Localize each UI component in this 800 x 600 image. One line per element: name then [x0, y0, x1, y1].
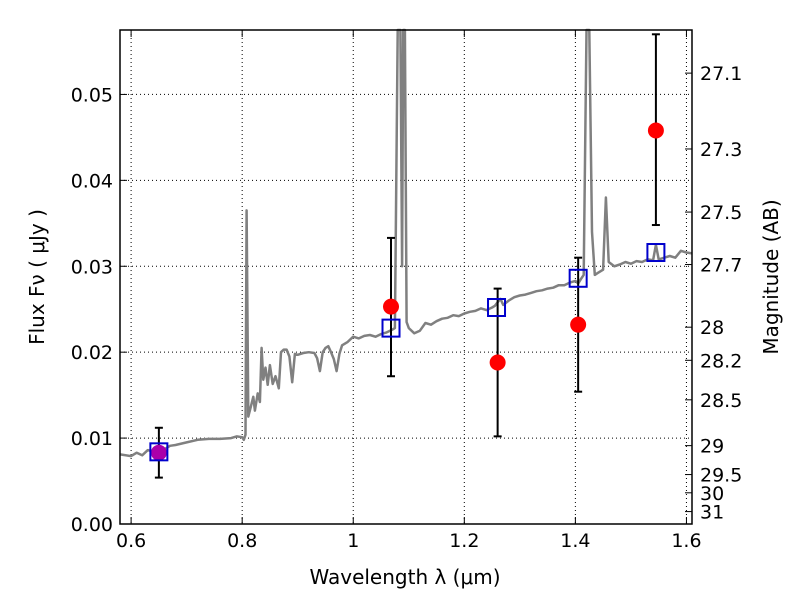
- tick-labels: 0.6 0.8 1 1.2 1.4 1.6 0.00 0.01 0.02 0.03 0.04 0.05…: [71, 63, 743, 552]
- y-tick-label: 0.03: [71, 256, 113, 278]
- plot-frame: [119, 29, 693, 525]
- x-tick-label: 0.6: [116, 530, 146, 552]
- mag-tick-label: 27.7: [700, 255, 742, 277]
- y-tick-label: 0.00: [71, 514, 113, 536]
- photometry-point: [383, 298, 400, 315]
- mag-tick-label: 31: [700, 502, 724, 524]
- y-axis-right-label: Magnitude (AB): [759, 199, 783, 354]
- filter-square: [149, 442, 169, 462]
- mag-tick-label: 28.5: [700, 390, 742, 412]
- filter-square: [487, 297, 507, 317]
- photometry-points: [150, 122, 664, 461]
- y-tick-label: 0.05: [71, 84, 113, 106]
- filter-square: [568, 268, 588, 288]
- spectrum-series: [119, 28, 693, 458]
- mag-tick-label: 29.5: [700, 465, 742, 487]
- filter-square: [381, 318, 401, 338]
- photometry-point: [150, 444, 167, 461]
- mag-tick-label: 28: [700, 317, 724, 339]
- filter-squares: [149, 243, 666, 462]
- mag-tick-label: 28.2: [700, 350, 742, 372]
- x-tick-label: 1.6: [671, 530, 701, 552]
- mag-tick-label: 27.1: [700, 63, 742, 85]
- photometry-point: [489, 354, 506, 371]
- x-tick-label: 1.4: [560, 530, 590, 552]
- y-tick-label: 0.04: [71, 170, 113, 192]
- photometry-point: [647, 122, 664, 139]
- axes: [119, 29, 693, 525]
- spectrum-line: [119, 28, 693, 458]
- photometry-point: [570, 316, 587, 333]
- x-axis-label: Wavelength λ (μm): [309, 565, 500, 589]
- mag-tick-label: 30: [700, 483, 724, 505]
- x-tick-label: 1.2: [449, 530, 479, 552]
- y-tick-label: 0.02: [71, 342, 113, 364]
- x-tick-label: 0.8: [227, 530, 257, 552]
- x-tick-label: 1: [347, 530, 359, 552]
- mag-tick-label: 27.3: [700, 139, 742, 161]
- filter-square: [646, 243, 666, 263]
- mag-tick-label: 29: [700, 436, 724, 458]
- y-tick-label: 0.01: [71, 428, 113, 450]
- y-axis-label: Flux Fν ( μJy ): [25, 209, 49, 345]
- mag-tick-label: 27.5: [700, 202, 742, 224]
